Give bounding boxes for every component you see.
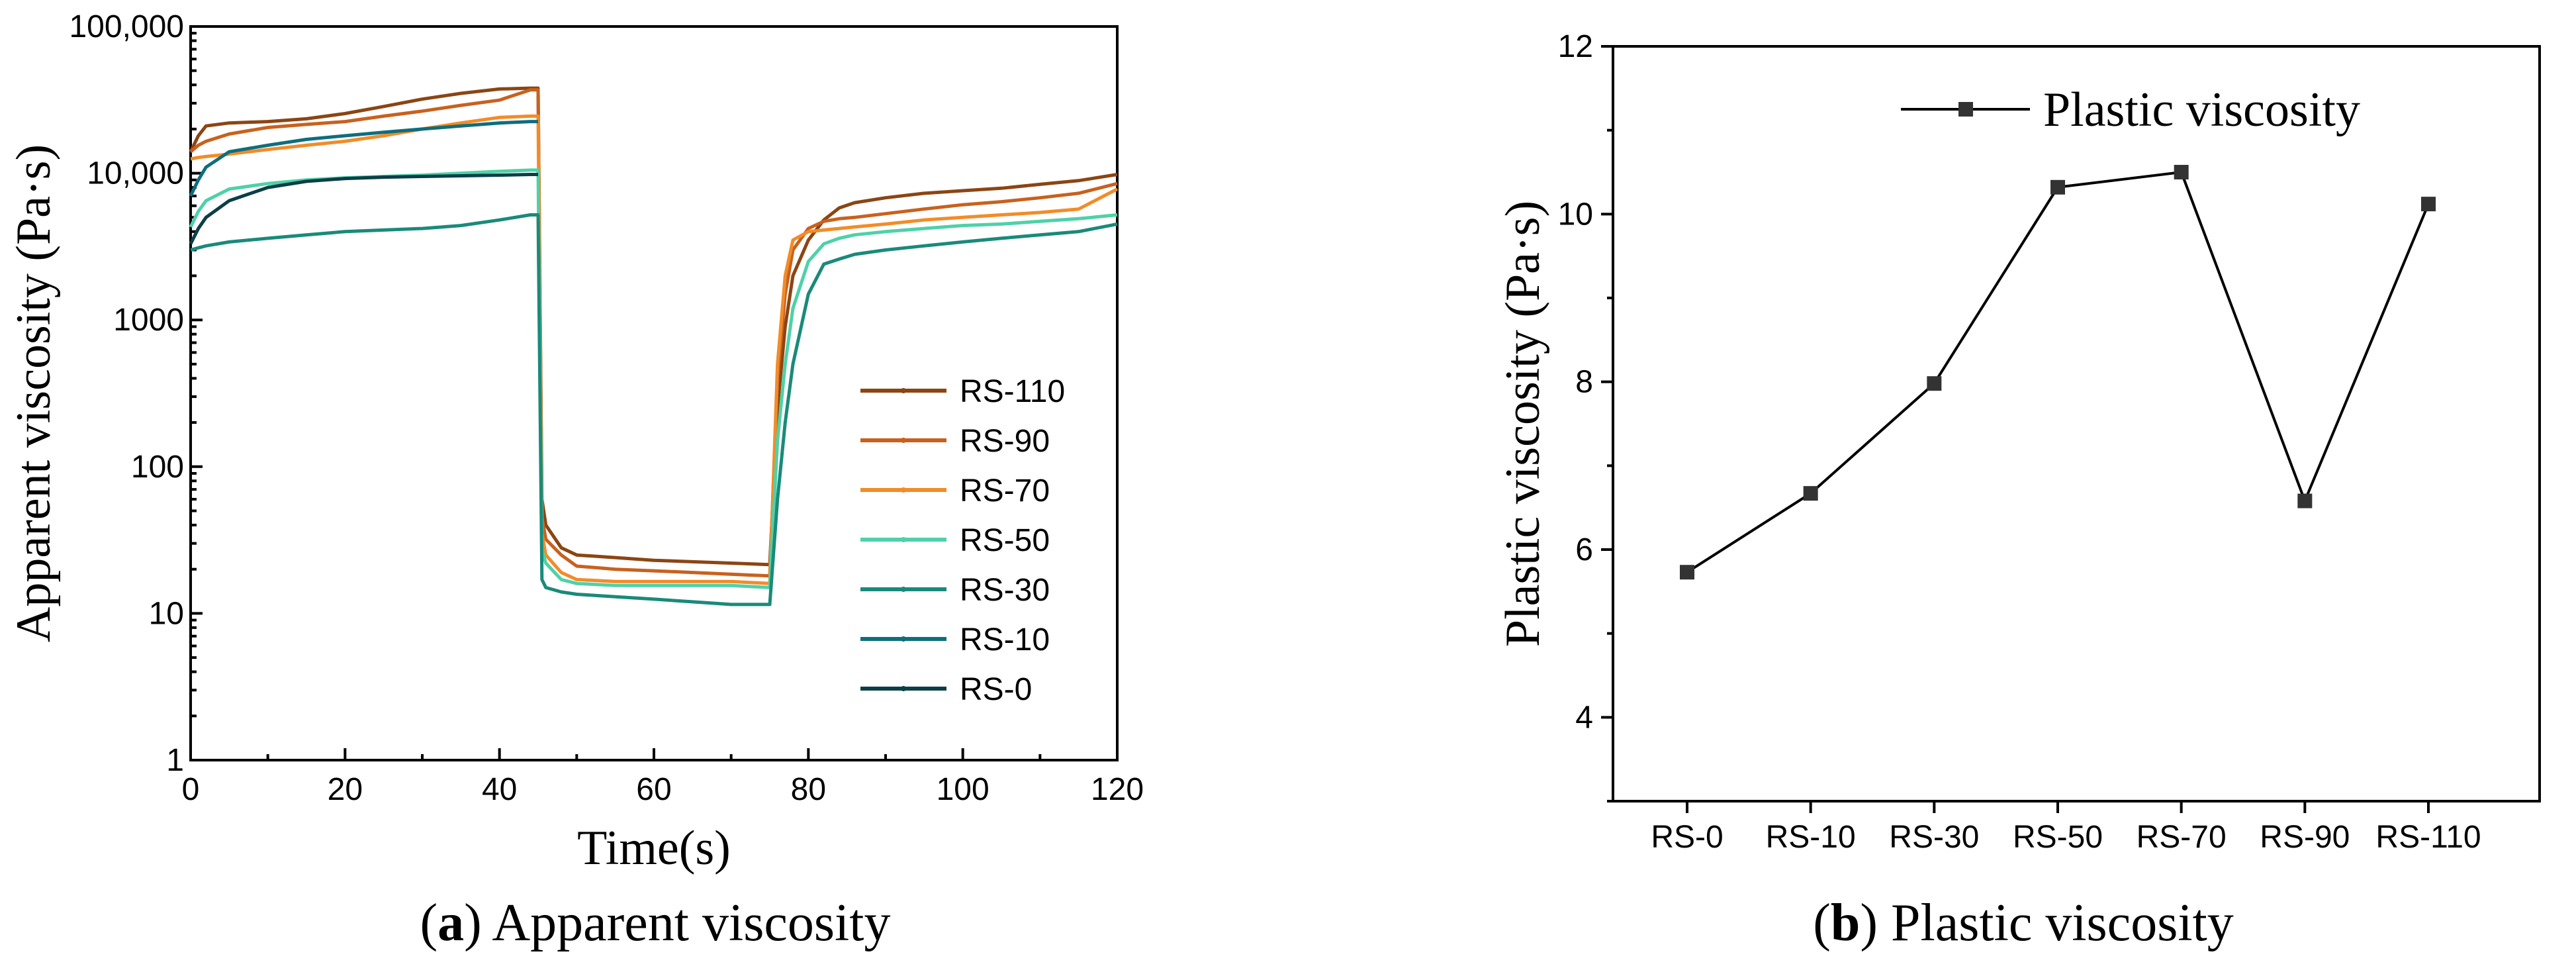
x-tick-label-rs-50: RS-50 — [2013, 820, 2103, 855]
series-line-rs-30 — [190, 213, 1118, 607]
y-tick-label-a: 10 — [149, 596, 184, 631]
x-tick-label-a: 100 — [937, 772, 989, 807]
legend-label-rs-50: RS-50 — [960, 523, 1050, 558]
series-line-rs-70 — [190, 114, 1119, 585]
y-tick-label-a: 10,000 — [87, 156, 184, 191]
legend-marker-rs-50 — [901, 537, 906, 542]
x-tick-label-rs-0: RS-0 — [1651, 820, 1723, 855]
legend-marker-rs-0 — [901, 686, 906, 691]
y-axis-a: 1 10 100 1000 10,000 100,000 — [69, 9, 203, 778]
legend-marker-rs-70 — [901, 487, 906, 493]
data-point-rs-90 — [2297, 493, 2313, 509]
legend-label-rs-10: RS-10 — [960, 622, 1050, 657]
x-tick-label-a: 60 — [636, 772, 671, 807]
caption-b-text: Plastic viscosity — [1878, 894, 2234, 952]
x-tick-label-a: 40 — [482, 772, 517, 807]
x-tick-label-rs-90: RS-90 — [2260, 820, 2350, 855]
legend-label-rs-90: RS-90 — [960, 424, 1050, 459]
y-tick-label-b: 6 — [1575, 532, 1593, 567]
y-tick-label-b: 12 — [1558, 29, 1593, 64]
y-axis-title-a: Apparent viscosity (Pa·s) — [7, 144, 61, 642]
plot-area-a — [189, 25, 1119, 761]
data-point-rs-110 — [2421, 197, 2436, 212]
legend-marker-rs-10 — [901, 636, 906, 642]
legend-marker-rs-110 — [901, 388, 906, 393]
legend-b: Plastic viscosity — [1901, 83, 2360, 137]
legend-marker-rs-90 — [901, 438, 906, 443]
data-point-rs-0 — [1680, 565, 1694, 580]
series-line-rs-110 — [189, 86, 1118, 567]
legend-label-plastic-viscosity: Plastic viscosity — [2043, 83, 2360, 137]
x-tick-label-a: 120 — [1091, 772, 1144, 807]
y-tick-label-a: 100,000 — [69, 9, 184, 44]
y-tick-label-b: 8 — [1575, 365, 1593, 400]
legend-label-rs-70: RS-70 — [960, 473, 1050, 509]
legend-label-rs-30: RS-30 — [960, 573, 1050, 608]
series-group-a — [189, 86, 1119, 607]
caption-a-text: Apparent viscosity — [482, 894, 891, 952]
y-tick-label-b: 10 — [1558, 197, 1593, 232]
x-axis-title-a: Time(s) — [577, 821, 731, 875]
data-point-rs-70 — [2174, 165, 2189, 179]
caption-a: (a) Apparent viscosity — [420, 894, 891, 952]
x-axis-a: 0 20 40 60 80 100 120 — [182, 748, 1144, 807]
x-tick-label-a: 0 — [182, 772, 200, 807]
x-tick-label-rs-70: RS-70 — [2137, 820, 2227, 855]
series-line-rs-90 — [189, 88, 1118, 578]
x-tick-label-rs-110: RS-110 — [2375, 820, 2481, 855]
series-line-rs-0 — [189, 173, 538, 245]
y-tick-label-a: 100 — [131, 450, 184, 485]
data-point-rs-10 — [1803, 486, 1818, 501]
x-tick-label-rs-10: RS-10 — [1766, 820, 1856, 855]
plot-area-b — [1612, 45, 2541, 802]
y-tick-label-b: 4 — [1575, 700, 1593, 735]
x-tick-label-a: 80 — [791, 772, 826, 807]
series-line-rs-10 — [189, 120, 538, 197]
caption-a-letter: a — [437, 894, 464, 952]
legend-marker-rs-30 — [901, 587, 906, 592]
caption-b-letter: b — [1831, 894, 1861, 952]
x-axis-b: RS-0 RS-10 RS-30 RS-50 RS-70 RS-90 RS-110 — [1651, 801, 2481, 855]
y-axis-b: 4 6 8 10 12 — [1558, 29, 1613, 802]
data-point-rs-50 — [2050, 179, 2065, 195]
caption-b: (b) Plastic viscosity — [1813, 894, 2234, 952]
legend-marker-plastic-viscosity — [1958, 102, 1973, 117]
series-group-b — [1680, 165, 2436, 580]
legend-label-rs-0: RS-0 — [960, 672, 1032, 707]
x-tick-label-a: 20 — [328, 772, 363, 807]
data-point-rs-30 — [1927, 376, 1942, 391]
legend-label-rs-110: RS-110 — [960, 374, 1065, 409]
legend-a: RS-110 RS-90 RS-70 RS-50 RS-30 RS-10 RS-0 — [860, 374, 1065, 707]
x-tick-label-rs-30: RS-30 — [1889, 820, 1979, 855]
y-tick-label-a: 1000 — [113, 303, 184, 338]
y-tick-label-a: 1 — [166, 743, 184, 778]
y-axis-title-b: Plastic viscosity (Pa·s) — [1496, 201, 1550, 647]
